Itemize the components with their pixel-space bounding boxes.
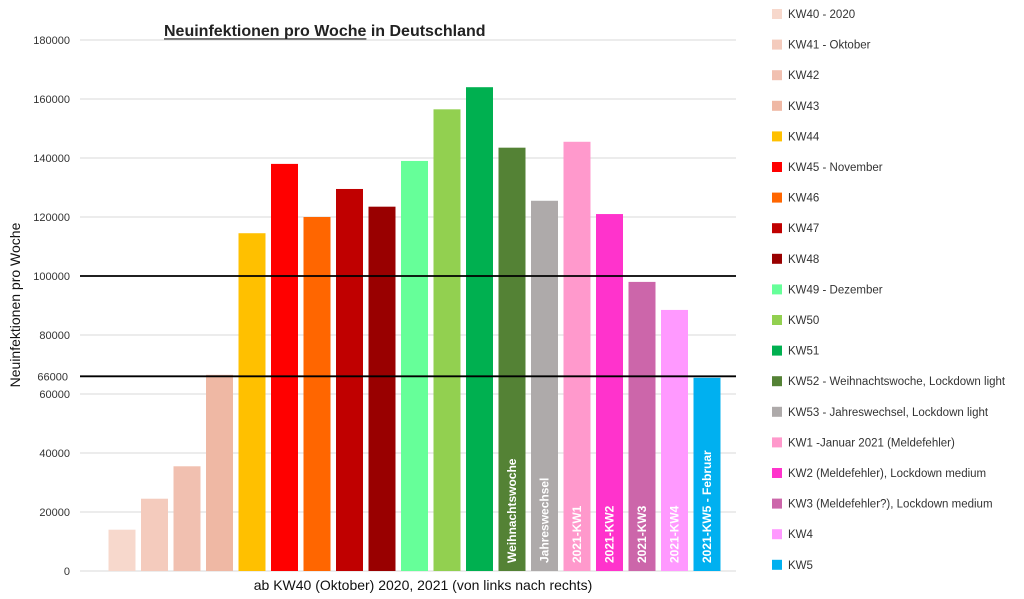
bar [141,498,168,571]
legend-item: KW1 -Januar 2021 (Meldefehler) [788,437,955,449]
bar [693,377,721,571]
legend-swatch [772,284,782,295]
bar [563,141,591,571]
y-tick-label: 80000 [39,330,70,342]
legend-swatch [772,315,782,325]
bar [661,309,688,571]
bar [596,214,623,572]
legend-swatch [772,406,782,417]
x-axis-label: ab KW40 (Oktober) 2020, 2021 (von links … [254,577,593,593]
y-tick-label: 140000 [33,153,70,165]
bar [336,188,363,571]
legend-item: KW49 - Dezember [788,284,883,296]
bar [466,87,493,571]
legend-item: KW53 - Jahreswechsel, Lockdown light [788,407,989,419]
legend-swatch [772,9,782,19]
legend-swatch [772,70,782,81]
legend-item: KW51 [788,346,819,358]
legend-swatch [772,131,782,142]
legend-swatch [772,253,782,264]
bar [498,147,526,572]
legend-item: KW48 [788,254,819,266]
legend-swatch [772,529,782,540]
y-tick-label: 0 [64,566,70,578]
chart-title: Neuinfektionen pro Woche in Deutschland [164,23,486,40]
legend-item: KW47 [788,223,819,235]
bar [238,233,266,571]
legend-item: KW2 (Meldefehler), Lockdown medium [788,468,986,480]
bar-label: 2021-KW5 - Februar [700,450,714,563]
bar [368,206,396,572]
y-axis-label: Neuinfektionen pro Woche [7,222,23,387]
bar [401,160,428,571]
y-tick-label: 100000 [33,271,70,283]
legend-swatch [772,345,782,356]
legend-swatch [772,162,782,172]
y-tick-label: 180000 [33,35,70,47]
bar [628,281,656,571]
bar-label: Weihnachtswoche [505,458,519,563]
bar-label: 2021-KW2 [603,505,617,563]
bar-label: 2021-KW3 [635,505,649,563]
y-tick-label: 60000 [39,389,70,401]
bar [531,200,558,571]
legend-item: KW4 [788,529,814,541]
legend-swatch [772,559,782,570]
title-rest: in Deutschland [366,23,485,40]
bar-label: 2021-KW1 [570,505,584,563]
legend-swatch [772,192,782,203]
y-tick-label: 120000 [33,212,70,224]
bar [433,109,461,571]
legend-item: KW45 - November [788,162,883,174]
bar-label: 2021-KW4 [668,505,682,563]
reference-line-label: 66000 [37,371,68,383]
legend-item: KW5 [788,560,813,572]
legend-item: KW52 - Weihnachtswoche, Lockdown light [788,376,1006,388]
legend-swatch [772,468,782,478]
legend-swatch [772,376,782,387]
legend-swatch [772,39,782,50]
bar [206,374,233,571]
y-tick-label: 20000 [39,507,70,519]
title-underlined-part: Neuinfektionen pro Woche [164,23,366,40]
legend-swatch [772,437,782,448]
reference-lines: 66000 [37,275,736,383]
y-axis-ticks: 0 20000 40000 60000 80000 100000 120000 140000 1… [33,35,70,578]
y-tick-label: 40000 [39,448,70,460]
bar-label: Jahreswechsel [538,478,552,563]
legend-item: KW46 [788,193,819,205]
legend-item: KW42 [788,70,819,82]
y-tick-label: 160000 [33,94,70,106]
legend-item: KW41 - Oktober [788,40,871,52]
legend-item: KW43 [788,101,819,113]
bar [173,466,201,571]
bar-labels: Weihnachtswoche Jahreswechsel 2021-KW1 2021… [505,450,714,563]
legend: KW40 - 2020 KW41 - Oktober KW42 KW43 KW44 KW4… [772,9,1006,572]
legend-item: KW40 - 2020 [788,9,855,21]
bar [108,529,136,571]
legend-swatch [772,100,782,111]
legend-swatch [772,223,782,234]
bars [108,87,721,572]
legend-swatch [772,498,782,509]
bar [303,217,331,571]
legend-item: KW50 [788,315,819,327]
legend-item: KW44 [788,131,820,143]
legend-item: KW3 (Meldefehler?), Lockdown medium [788,499,993,511]
bar [271,163,298,571]
